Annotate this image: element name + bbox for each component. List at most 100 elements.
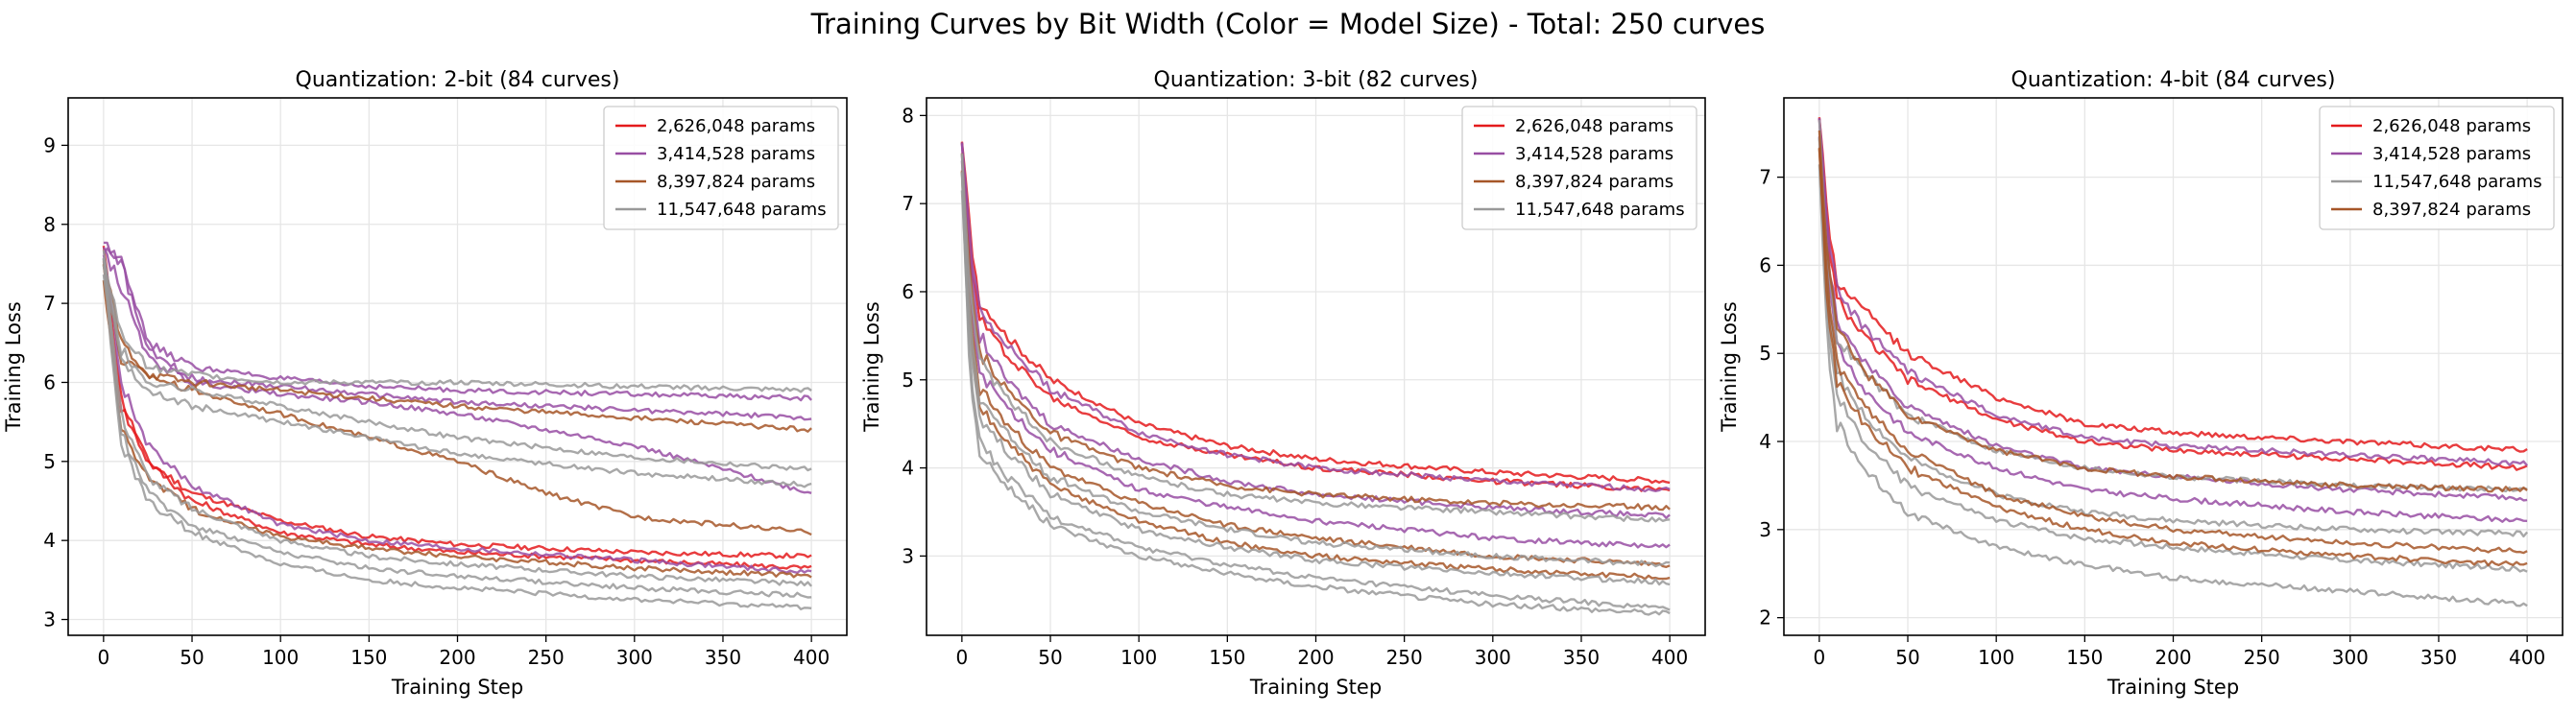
legend-box (603, 106, 839, 230)
x-tick-label: 200 (439, 646, 475, 669)
x-tick-label: 250 (1386, 646, 1423, 669)
series-line (960, 153, 1671, 523)
subplot-title: Quantization: 4-bit (84 curves) (2011, 68, 2336, 92)
y-tick-label: 5 (1759, 342, 1771, 365)
x-tick-label: 150 (350, 646, 387, 669)
subplot-title: Quantization: 2-bit (84 curves) (296, 68, 620, 92)
series-line (102, 279, 812, 579)
legend-label: 2,626,048 params (2372, 116, 2531, 136)
y-tick-label: 6 (1759, 253, 1771, 276)
legend-box (2319, 106, 2555, 230)
x-axis-label: Training Step (391, 676, 523, 699)
series-line (102, 258, 812, 488)
series-line (102, 247, 812, 421)
series-line (102, 254, 812, 574)
subplot-2: 0 50 100 150 200 250 300 350 400 3 4 5 6 7 8 Quantizati… (860, 68, 1706, 699)
subplot-3: 0 50 100 150 200 250 300 350 400 2 3 4 5 6 7 Quantizati… (1718, 68, 2564, 699)
x-tick-label: 100 (1120, 646, 1157, 669)
legend-label: 2,626,048 params (1515, 116, 1673, 136)
series-line (102, 264, 812, 536)
series-line (1818, 164, 2528, 607)
x-tick-label: 50 (180, 646, 204, 669)
series-line (1818, 147, 2528, 555)
x-tick-label: 250 (528, 646, 565, 669)
x-tick-label: 400 (1651, 646, 1688, 669)
x-axis-label: Training Step (1249, 676, 1382, 699)
y-axis-label: Training Loss (2, 301, 25, 433)
x-tick-label: 0 (97, 646, 109, 669)
y-tick-label: 3 (43, 608, 56, 631)
y-tick-label: 3 (1759, 518, 1771, 541)
y-tick-label: 8 (43, 213, 56, 236)
series-line (960, 142, 1671, 493)
x-tick-label: 350 (705, 646, 741, 669)
series-line (1818, 130, 2528, 493)
legend-label: 2,626,048 params (657, 116, 815, 136)
legend-label: 8,397,824 params (657, 172, 815, 192)
series-line (1818, 136, 2528, 523)
x-axis-label: Training Step (2107, 676, 2239, 699)
subplot-1: 0 50 100 150 200 250 300 350 400 3 4 5 6 7 8 9 Quantizat… (2, 68, 848, 699)
x-tick-label: 300 (2332, 646, 2369, 669)
x-tick-label: 50 (1038, 646, 1062, 669)
series-line (102, 263, 812, 433)
series-line (960, 155, 1671, 568)
legend-box (1461, 106, 1697, 230)
x-tick-label: 150 (2066, 646, 2103, 669)
series-line (102, 247, 812, 494)
x-tick-label: 100 (1978, 646, 2014, 669)
legend-label: 8,397,824 params (1515, 172, 1673, 192)
series-line (102, 274, 812, 610)
series-line (102, 246, 812, 559)
series-line (102, 265, 812, 472)
y-axis-label: Training Loss (860, 301, 883, 433)
legend-label: 3,414,528 params (657, 144, 815, 164)
x-tick-label: 100 (262, 646, 299, 669)
legend-label: 3,414,528 params (1515, 144, 1673, 164)
series-line (960, 153, 1671, 512)
series-line (960, 172, 1671, 586)
y-axis-label: Training Loss (1718, 301, 1741, 433)
legend: 2,626,048 params 3,414,528 params 8,397,82… (603, 106, 839, 230)
series-line (960, 190, 1671, 616)
x-tick-label: 50 (1895, 646, 1919, 669)
series-line (960, 171, 1671, 581)
y-tick-label: 8 (902, 104, 914, 127)
x-tick-label: 250 (2244, 646, 2280, 669)
series-line (102, 258, 812, 599)
x-tick-label: 200 (1297, 646, 1334, 669)
y-tick-label: 5 (902, 369, 914, 392)
series-line (102, 250, 812, 393)
legend-label: 11,547,648 params (2372, 172, 2542, 192)
y-tick-label: 3 (902, 544, 914, 567)
x-tick-label: 350 (1563, 646, 1600, 669)
y-tick-label: 4 (902, 457, 914, 480)
y-tick-label: 4 (1759, 430, 1771, 453)
series-line (1818, 118, 2528, 471)
series-line (1818, 136, 2529, 538)
legend: 2,626,048 params 3,414,528 params 8,397,82… (1461, 106, 1697, 230)
x-tick-label: 0 (1813, 646, 1825, 669)
legend-label: 11,547,648 params (1515, 200, 1685, 220)
legend-label: 11,547,648 params (657, 200, 827, 220)
y-tick-label: 6 (902, 280, 914, 303)
y-tick-label: 4 (43, 529, 56, 552)
y-tick-label: 5 (43, 450, 56, 473)
series-line (103, 241, 812, 402)
x-tick-label: 300 (616, 646, 653, 669)
y-tick-label: 9 (43, 133, 56, 156)
series-line (102, 257, 813, 587)
y-tick-label: 7 (902, 192, 914, 215)
x-tick-label: 0 (955, 646, 968, 669)
legend: 2,626,048 params 3,414,528 params 11,547,6… (2319, 106, 2555, 230)
subplot-title: Quantization: 3-bit (82 curves) (1154, 68, 1479, 92)
series-line (960, 160, 1671, 549)
x-tick-label: 150 (1209, 646, 1245, 669)
legend-label: 3,414,528 params (2372, 144, 2531, 164)
series-line (1818, 117, 2528, 453)
y-tick-label: 6 (43, 370, 56, 393)
x-tick-label: 300 (1475, 646, 1511, 669)
legend-label: 8,397,824 params (2372, 200, 2531, 220)
x-tick-label: 350 (2420, 646, 2457, 669)
